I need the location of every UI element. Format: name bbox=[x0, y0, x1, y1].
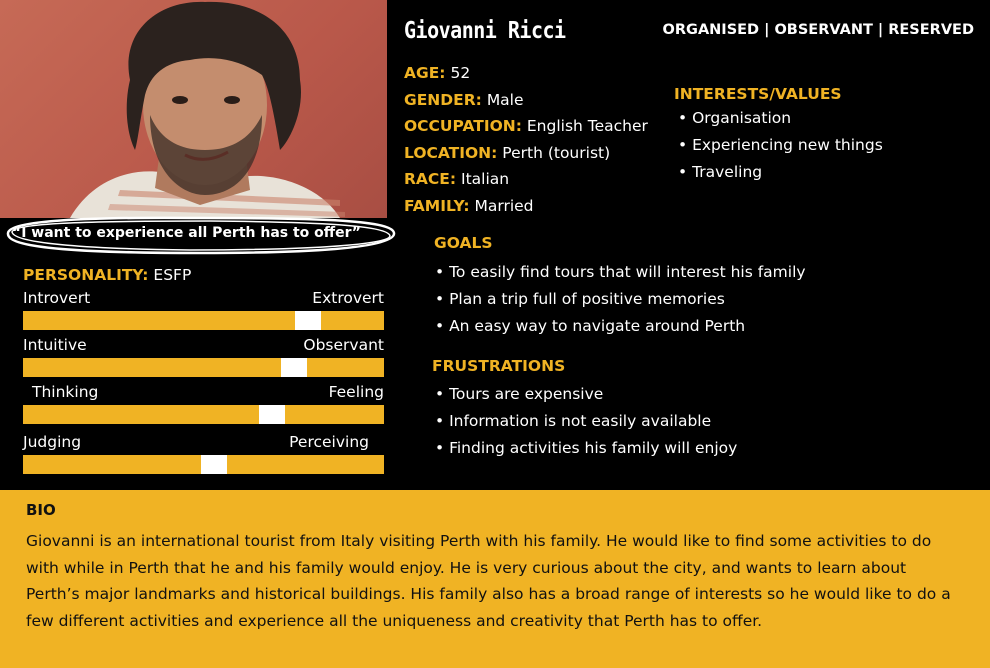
persona-traits: ORGANISED | OBSERVANT | RESERVED bbox=[662, 22, 974, 38]
persona-photo bbox=[0, 0, 387, 218]
list-item: To easily find tours that will interest … bbox=[435, 259, 805, 286]
scale-left-label: Judging bbox=[23, 433, 82, 451]
scale-marker bbox=[201, 455, 227, 474]
info-gender: GENDER: Male bbox=[404, 90, 524, 109]
list-item: Experiencing new things bbox=[678, 132, 883, 159]
demographics: AGE: 52 GENDER: Male OCCUPATION: English… bbox=[404, 60, 648, 219]
list-item: Plan a trip full of positive memories bbox=[435, 286, 806, 313]
quote-bubble: “I want to experience all Perth has to o… bbox=[0, 212, 400, 258]
bio-text: Giovanni is an international tourist fro… bbox=[26, 532, 951, 630]
list-item: Traveling bbox=[678, 159, 883, 186]
scale-right-label: Observant bbox=[303, 336, 384, 354]
scale-thinking-feeling: Thinking Feeling bbox=[23, 383, 384, 424]
info-age: AGE: 52 bbox=[404, 64, 471, 82]
goals-title: GOALS bbox=[434, 234, 493, 252]
scale-judging-perceiving: Judging Perceiving bbox=[23, 433, 384, 474]
scale-intuitive-observant: Intuitive Observant bbox=[23, 336, 384, 377]
list-item: An easy way to navigate around Perth bbox=[435, 313, 806, 340]
list-item: Finding activities his family will enjoy bbox=[435, 435, 737, 462]
scale-left-label: Introvert bbox=[23, 289, 91, 307]
persona-quote: “I want to experience all Perth has to o… bbox=[12, 225, 361, 241]
interests-title: INTERESTS/VALUES bbox=[674, 85, 842, 103]
frustrations-list: Tours are expensive Information is not e… bbox=[435, 381, 737, 462]
info-family: FAMILY: Married bbox=[404, 196, 534, 215]
scale-right-label: Extrovert bbox=[312, 289, 384, 307]
frustrations-title: FRUSTRATIONS bbox=[432, 357, 566, 375]
interests-list: Organisation Experiencing new things Tra… bbox=[678, 105, 883, 186]
portrait-illustration bbox=[70, 1, 345, 218]
info-location: LOCATION: Perth (tourist) bbox=[404, 143, 611, 162]
scale-right-label: Perceiving bbox=[289, 433, 369, 451]
scale-bar bbox=[23, 405, 384, 424]
bio-panel: BIO Giovanni is an international tourist… bbox=[0, 490, 990, 668]
scale-left-label: Intuitive bbox=[23, 336, 87, 354]
scale-bar bbox=[23, 311, 384, 330]
scale-right-label: Feeling bbox=[328, 383, 384, 401]
persona-name: Giovanni Ricci bbox=[404, 16, 566, 44]
scale-left-label: Thinking bbox=[32, 383, 99, 401]
scale-bar bbox=[23, 455, 384, 474]
scale-introvert-extrovert: Introvert Extrovert bbox=[23, 289, 384, 330]
goals-list: To easily find tours that will interest … bbox=[435, 259, 806, 340]
quote-outline bbox=[6, 216, 396, 255]
bio-title: BIO bbox=[26, 501, 56, 519]
scale-marker bbox=[281, 358, 307, 377]
list-item: Tours are expensive bbox=[435, 381, 737, 408]
scale-marker bbox=[259, 405, 285, 424]
scale-marker bbox=[295, 311, 321, 330]
scale-bar bbox=[23, 358, 384, 377]
info-race: RACE: Italian bbox=[404, 170, 510, 188]
personality-type: PERSONALITY: ESFP bbox=[23, 266, 192, 284]
list-item: Organisation bbox=[678, 105, 883, 132]
list-item: Information is not easily available bbox=[435, 408, 737, 435]
info-occupation: OCCUPATION: English Teacher bbox=[404, 117, 648, 135]
